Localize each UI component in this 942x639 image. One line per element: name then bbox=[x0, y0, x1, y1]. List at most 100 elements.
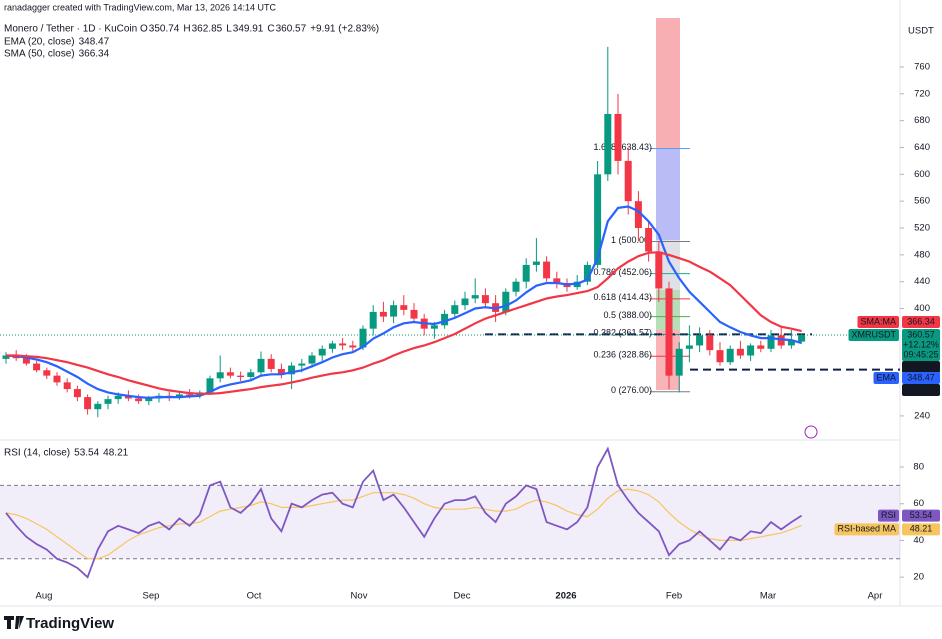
fib-label: 0.618 (414.43) bbox=[593, 292, 652, 302]
y-tick-label: 760 bbox=[914, 61, 930, 72]
candle-body bbox=[747, 345, 755, 356]
candle-body bbox=[175, 394, 183, 398]
rsi-tick-label: 60 bbox=[913, 498, 924, 509]
candle-body bbox=[226, 372, 234, 376]
rsi-ma-badge: 48.21 bbox=[910, 524, 933, 534]
candle-body bbox=[675, 348, 683, 376]
candle-body bbox=[328, 343, 336, 349]
candle-body bbox=[145, 398, 153, 402]
level-badge: 309.00 bbox=[907, 384, 935, 394]
rsi-tick-label: 20 bbox=[913, 572, 924, 583]
rsi-ma-tag-box bbox=[834, 523, 899, 536]
candle-body bbox=[736, 348, 744, 356]
candle-body bbox=[247, 372, 255, 377]
candle-body bbox=[594, 174, 602, 265]
candle-body bbox=[63, 382, 71, 390]
x-tick-label: Sep bbox=[143, 591, 160, 602]
ma-line bbox=[5, 205, 802, 399]
fib-label: 0 (276.00) bbox=[611, 385, 652, 395]
y-tick-label: 680 bbox=[914, 115, 930, 126]
fib-label: 0.236 (328.86) bbox=[593, 350, 652, 360]
candle-body bbox=[512, 281, 520, 292]
price-badge: +12.12% bbox=[903, 339, 939, 349]
rsi-legend-value: 53.54 bbox=[74, 448, 99, 459]
sma-badge: 366.34 bbox=[907, 316, 935, 326]
ohlc-value: 360.57 bbox=[276, 24, 307, 35]
candle-body bbox=[369, 311, 377, 329]
candle-body bbox=[257, 358, 265, 373]
candle-body bbox=[604, 113, 612, 175]
target-zone bbox=[656, 148, 680, 240]
candle-body bbox=[298, 363, 306, 366]
change: +9.91 (+2.83%) bbox=[310, 24, 379, 35]
candle-body bbox=[655, 251, 663, 289]
ema-tag: EMA bbox=[876, 372, 896, 382]
x-tick-label: Apr bbox=[868, 591, 883, 602]
ohlc-value: 362.85 bbox=[192, 24, 223, 35]
candle-body bbox=[706, 335, 714, 351]
legend-name: EMA (20, close) bbox=[4, 37, 75, 48]
candle-body bbox=[206, 378, 214, 393]
fib-label: 0.5 (388.00) bbox=[603, 310, 652, 320]
currency: USDT bbox=[908, 26, 934, 37]
credit: ranadagger created with TradingView.com,… bbox=[4, 2, 276, 12]
candle-body bbox=[716, 350, 724, 363]
rsi-ma-tag: RSI-based MA bbox=[837, 524, 896, 534]
rsi-tag-box bbox=[877, 509, 899, 522]
x-tick-label: 2026 bbox=[555, 591, 576, 602]
candle-body bbox=[532, 261, 540, 265]
candle-body bbox=[114, 395, 122, 400]
price-badge-box bbox=[902, 329, 940, 361]
x-tick-label: Feb bbox=[666, 591, 682, 602]
rsi-badge: 53.54 bbox=[910, 510, 933, 520]
candle-body bbox=[124, 395, 132, 399]
candle-body bbox=[22, 358, 30, 364]
candle-body bbox=[390, 305, 398, 317]
candle-body bbox=[359, 328, 367, 348]
price-badge: 09:45:25 bbox=[903, 349, 938, 359]
ohlc-value: 350.74 bbox=[149, 24, 180, 35]
x-tick-label: Mar bbox=[760, 591, 776, 602]
candle-body bbox=[400, 305, 408, 310]
candle-body bbox=[461, 298, 469, 306]
symbol-tag-box bbox=[848, 329, 899, 341]
y-tick-label: 560 bbox=[914, 196, 930, 207]
rsi-band bbox=[0, 485, 900, 559]
candle-body bbox=[104, 399, 112, 404]
symbol-title: Monero / Tether · 1D · KuCoin bbox=[4, 24, 137, 35]
legend-value: 366.34 bbox=[79, 49, 110, 60]
fib-label: 1 (500.00) bbox=[611, 235, 652, 245]
candle-body bbox=[73, 389, 81, 398]
candle-body bbox=[726, 348, 734, 363]
rsi-ma-line bbox=[5, 488, 802, 560]
candle-body bbox=[685, 345, 693, 349]
candle-body bbox=[471, 295, 479, 299]
rsi-legend-name: RSI (14, close) bbox=[4, 448, 70, 459]
candle-body bbox=[94, 403, 102, 410]
ema-tag-box bbox=[873, 372, 899, 384]
y-tick-label: 400 bbox=[914, 303, 930, 314]
rsi-tag: RSI bbox=[881, 510, 896, 520]
candle-body bbox=[543, 261, 551, 279]
logo bbox=[4, 616, 24, 629]
y-tick-label: 520 bbox=[914, 223, 930, 234]
candle-body bbox=[267, 358, 275, 369]
legend-value: 348.47 bbox=[79, 37, 110, 48]
sma-tag: SMA:MA bbox=[860, 316, 896, 326]
candle-body bbox=[767, 335, 775, 349]
candle-body bbox=[798, 335, 806, 342]
rsi-tick-label: 40 bbox=[913, 535, 924, 546]
candle-body bbox=[614, 113, 622, 161]
candle-body bbox=[33, 363, 41, 371]
candle-body bbox=[410, 309, 418, 319]
rsi-tick-label: 80 bbox=[913, 462, 924, 473]
candle-body bbox=[502, 291, 510, 312]
level-badge: 360.00 bbox=[907, 361, 935, 371]
candle-body bbox=[583, 264, 591, 282]
candle-body bbox=[430, 325, 438, 329]
candle-body bbox=[2, 355, 10, 359]
fib-label: 0.382 (361.57) bbox=[593, 328, 652, 338]
candle-body bbox=[339, 343, 347, 346]
